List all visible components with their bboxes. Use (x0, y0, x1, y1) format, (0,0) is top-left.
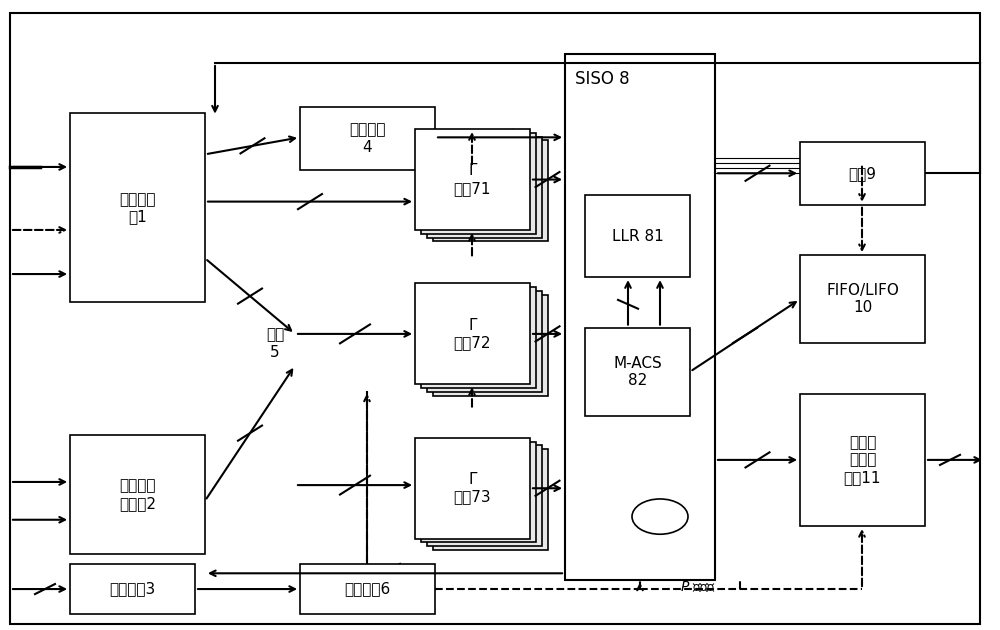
Bar (585, 328, 690, 416)
Text: 硬判决
信息存
储器11: 硬判决 信息存 储器11 (844, 435, 881, 485)
Bar (70, 113, 205, 302)
Text: Γ
缓存72: Γ 缓存72 (454, 318, 491, 350)
Bar (415, 129, 530, 230)
Bar (800, 394, 925, 526)
Text: 数据恢复
4: 数据恢复 4 (349, 122, 386, 155)
Text: Γ
缓存71: Γ 缓存71 (454, 163, 491, 196)
Bar (427, 445, 542, 546)
Text: LLR 81: LLR 81 (612, 229, 663, 244)
Text: 信道信息
存储器2: 信道信息 存储器2 (119, 478, 156, 511)
Bar (565, 54, 715, 580)
Text: 控制单元6: 控制单元6 (344, 581, 391, 597)
Text: 存储器阵
列1: 存储器阵 列1 (119, 192, 156, 224)
Text: FIFO/LIFO
10: FIFO/LIFO 10 (826, 283, 899, 316)
Bar (70, 564, 195, 614)
Bar (427, 137, 542, 238)
Bar (433, 449, 548, 550)
Text: 移位9: 移位9 (848, 166, 876, 181)
Bar (415, 284, 530, 384)
Bar (70, 435, 205, 554)
Bar (433, 295, 548, 396)
Bar (421, 287, 536, 388)
Bar (415, 438, 530, 539)
Bar (421, 442, 536, 542)
Bar (300, 564, 435, 614)
Text: $P$ 并行度: $P$ 并行度 (680, 580, 716, 595)
Text: SISO 8: SISO 8 (575, 70, 630, 88)
Text: 模式配置3: 模式配置3 (109, 581, 156, 597)
Text: Γ
缓存73: Γ 缓存73 (454, 472, 491, 505)
Text: 移位
5: 移位 5 (266, 327, 284, 360)
Bar (433, 140, 548, 241)
Bar (421, 133, 536, 234)
Bar (300, 107, 435, 170)
Text: M-ACS
82: M-ACS 82 (613, 355, 662, 388)
Bar (585, 195, 690, 277)
Bar (800, 142, 925, 205)
Bar (427, 291, 542, 392)
Bar (800, 255, 925, 343)
